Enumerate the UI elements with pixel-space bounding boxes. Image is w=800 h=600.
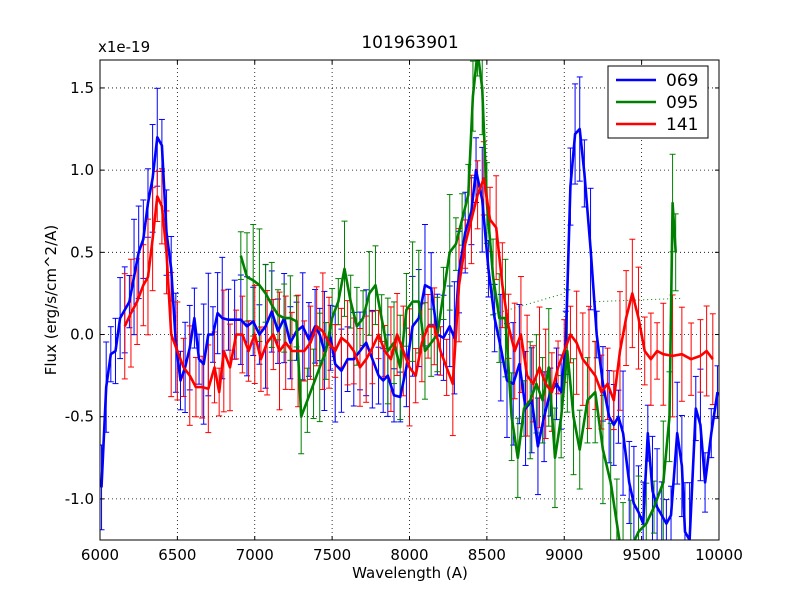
x-tick-label: 7500 [313,546,351,564]
y-tick-label: 0.0 [70,326,94,344]
x-tick-label: 9000 [545,546,583,564]
x-tick-label: 6500 [158,546,196,564]
y-offset-label: x1e-19 [98,38,150,56]
x-tick-label: 10000 [695,546,743,564]
y-axis-label: Flux (erg/s/cm^2/A) [42,225,60,376]
x-tick-label: 8500 [468,546,506,564]
series-line-069 [100,127,719,540]
x-axis-label: Wavelength (A) [352,564,468,582]
y-tick-label: -1.0 [65,490,94,508]
series-line-095 [239,60,677,540]
x-tick-label: 7000 [236,546,274,564]
dotted-trend-line [491,292,565,316]
y-tick-label: 0.5 [70,243,94,261]
ticks: 6000 6500 7000 7500 8000 8500 9000 9500 10000 -1.… [65,60,743,564]
legend-label-095: 095 [666,93,698,113]
x-tick-label: 9500 [623,546,661,564]
series-line-141 [123,177,714,402]
y-tick-label: 1.0 [70,161,94,179]
legend-label-069: 069 [666,71,698,91]
x-tick-label: 8000 [390,546,428,564]
series-lines [100,60,719,540]
y-tick-label: 1.5 [70,79,94,97]
y-tick-label: -0.5 [65,408,94,426]
x-tick-label: 6000 [81,546,119,564]
dotted-trend-line [595,297,682,303]
legend-label-141: 141 [666,115,698,135]
chart-title: 101963901 [361,33,458,53]
